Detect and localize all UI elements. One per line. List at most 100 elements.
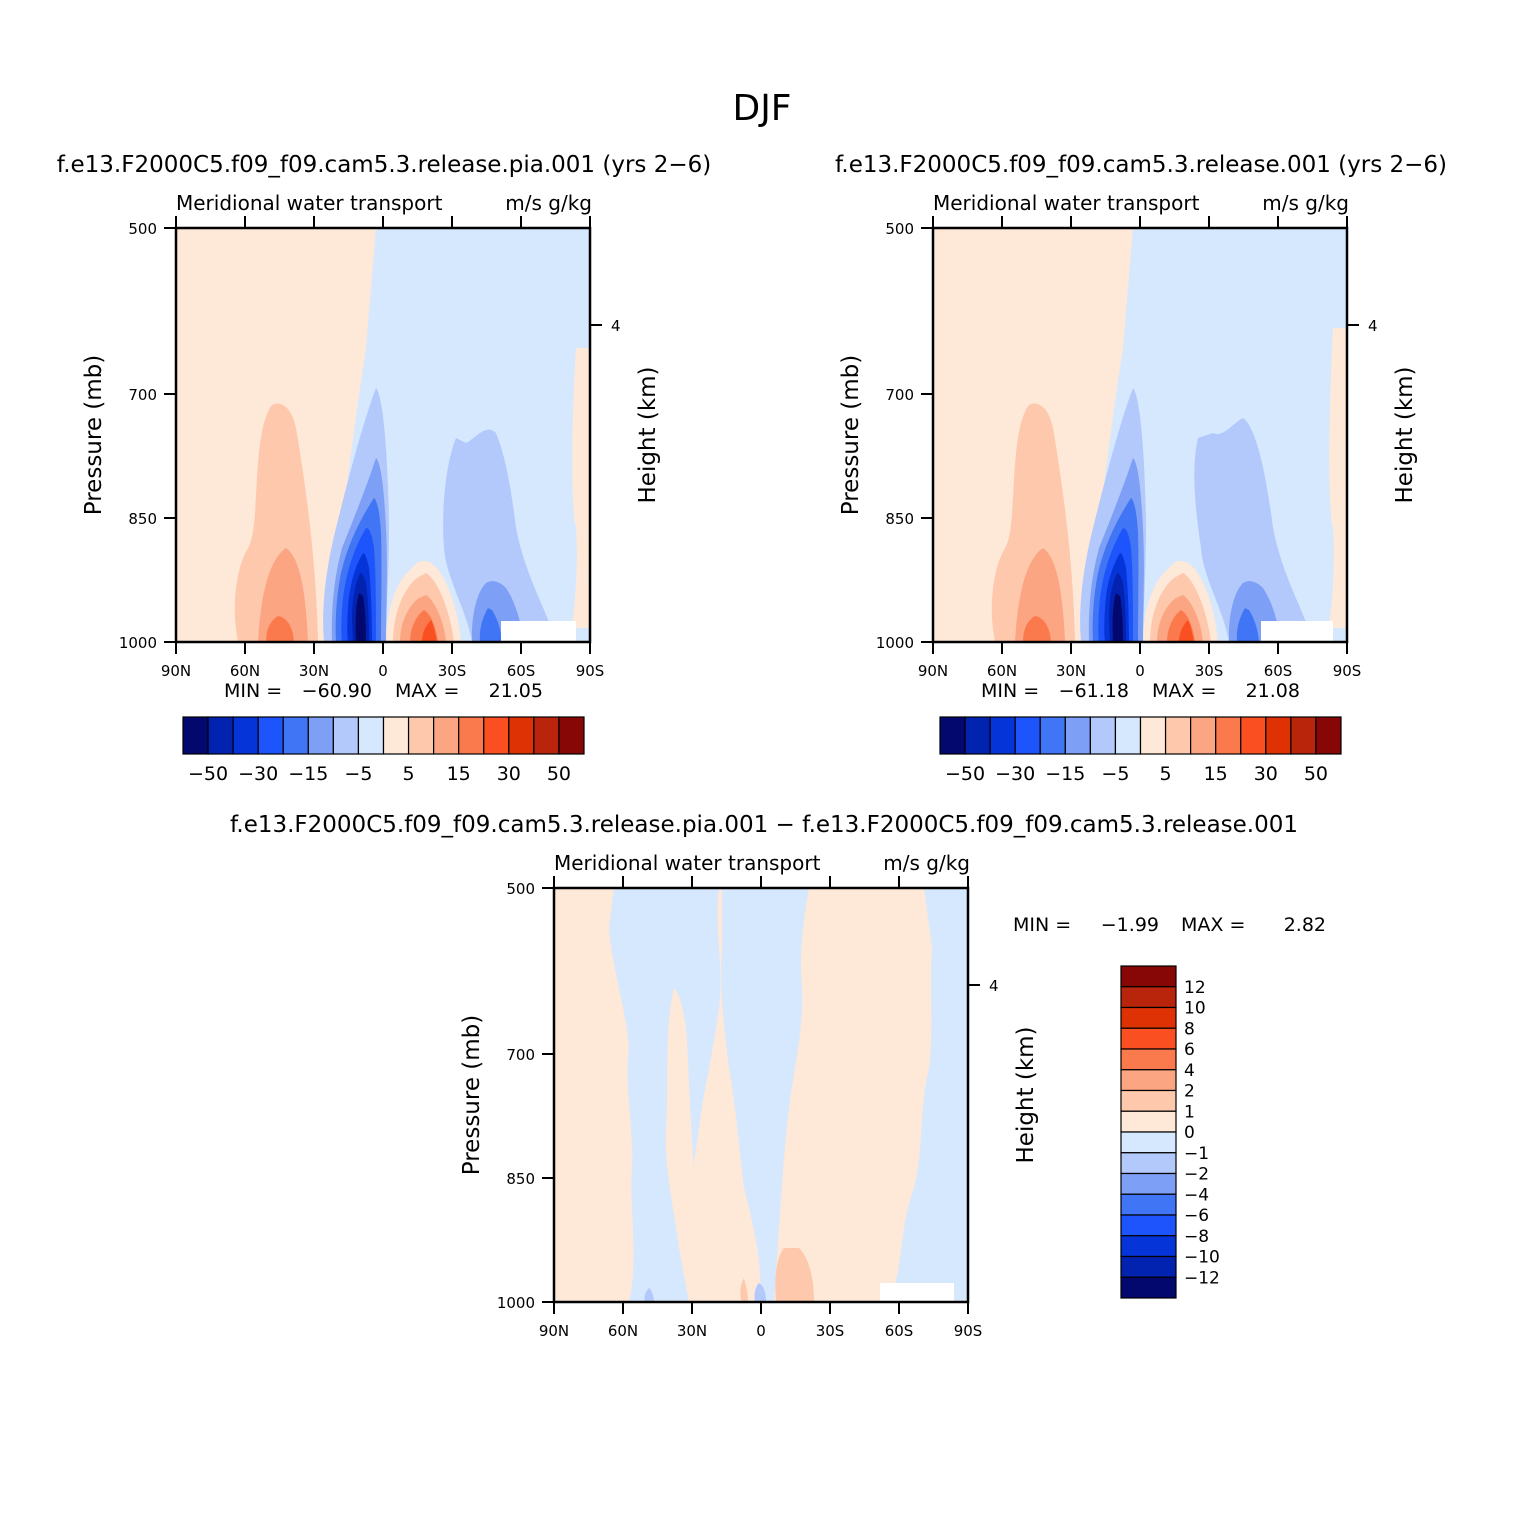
colorbar-box <box>1120 1069 1177 1092</box>
colorbar-label: −8 <box>1184 1227 1209 1247</box>
x-tick-label: 90N <box>918 662 948 680</box>
y-tick-label: 1000 <box>876 634 914 652</box>
colorbar-box <box>407 716 435 755</box>
y-axis-label: Pressure (mb) <box>838 355 864 515</box>
colorbar-box <box>1164 716 1192 755</box>
colorbar-label: −30 <box>995 763 1035 785</box>
colorbar-box <box>1064 716 1091 755</box>
colorbar-label: −10 <box>1184 1248 1220 1268</box>
y-right-axis-label: Height (km) <box>1013 1026 1039 1163</box>
colorbar-label: 5 <box>1160 763 1172 785</box>
x-tick-label: 0 <box>756 1322 766 1340</box>
y-tick-label: 1000 <box>119 634 157 652</box>
colorbar-label: −6 <box>1184 1206 1209 1226</box>
x-tick-label: 0 <box>378 662 388 680</box>
case-title: f.e13.F2000C5.f09_f09.cam5.3.release.pia… <box>230 812 1298 838</box>
colorbar-box <box>182 716 209 755</box>
colorbar-box <box>1120 1172 1177 1195</box>
colorbar-label: −15 <box>288 763 328 785</box>
colorbar-label: 12 <box>1184 978 1206 998</box>
colorbar-box <box>1290 716 1317 755</box>
max-value: 21.05 <box>489 680 543 702</box>
x-tick-label: 30N <box>1056 662 1086 680</box>
colorbar-box <box>1139 716 1167 755</box>
y-tick-label: 700 <box>128 386 157 404</box>
colorbar-label: 15 <box>447 763 471 785</box>
colorbar-label: 30 <box>497 763 521 785</box>
case-title: f.e13.F2000C5.f09_f09.cam5.3.release.001… <box>835 152 1447 178</box>
colorbar-box <box>1215 716 1242 755</box>
x-tick-label: 90S <box>954 1322 983 1340</box>
x-tick-label: 60S <box>507 662 536 680</box>
colorbar-box <box>257 716 284 755</box>
plot-left-title: Meridional water transport <box>554 851 821 875</box>
colorbar-box <box>1120 1255 1177 1278</box>
x-tick-label: 30N <box>677 1322 707 1340</box>
x-tick-label: 60N <box>987 662 1017 680</box>
x-tick-label: 90N <box>539 1322 569 1340</box>
colorbar-label: −50 <box>188 763 228 785</box>
colorbar-box <box>1120 1131 1177 1154</box>
colorbar-label: 50 <box>547 763 571 785</box>
min-label: MIN = <box>1013 914 1071 936</box>
axis-ticks <box>164 216 602 654</box>
colorbar-box <box>483 716 510 755</box>
colorbar-box <box>1120 1089 1177 1112</box>
colorbar-box <box>964 716 991 755</box>
colorbar-label: 15 <box>1204 763 1228 785</box>
y-tick-label: 500 <box>128 220 157 238</box>
min-value: −1.99 <box>1101 914 1159 936</box>
colorbar-box <box>989 716 1016 755</box>
x-tick-label: 90S <box>576 662 605 680</box>
x-tick-labels: 90N 60N 30N 0 30S 60S 90S <box>918 662 1361 680</box>
min-value: −60.90 <box>302 680 372 702</box>
colorbar-label: −50 <box>945 763 985 785</box>
colorbar-label: 10 <box>1184 999 1206 1019</box>
colorbar-box <box>1114 716 1142 755</box>
colorbar-box <box>1120 1006 1177 1029</box>
colorbar-box <box>433 716 460 755</box>
colorbar-box <box>1120 986 1177 1009</box>
colorbar-label: −12 <box>1184 1268 1220 1288</box>
colorbar-label: 2 <box>1184 1082 1195 1102</box>
x-tick-label: 60N <box>608 1322 638 1340</box>
x-tick-label: 90S <box>1333 662 1362 680</box>
y-tick-label: 1000 <box>497 1294 535 1312</box>
colorbar-box <box>1120 1152 1177 1175</box>
colorbar-box <box>458 716 485 755</box>
y-axis-label: Pressure (mb) <box>81 355 107 515</box>
y-tick-label: 850 <box>885 510 914 528</box>
min-value: −61.18 <box>1059 680 1129 702</box>
y-right-axis-label: Height (km) <box>635 366 661 503</box>
main-title: DJF <box>732 88 791 129</box>
colorbar-box <box>1315 716 1342 755</box>
x-tick-label: 30S <box>1195 662 1224 680</box>
x-tick-label: 30N <box>299 662 329 680</box>
colorbar-label: −1 <box>1184 1144 1209 1164</box>
colorbar-label: −5 <box>344 763 372 785</box>
panel-2: f.e13.F2000C5.f09_f09.cam5.3.release.001… <box>835 152 1447 785</box>
colorbar-label: 8 <box>1184 1019 1195 1039</box>
colorbar-box <box>1120 1048 1177 1071</box>
y-tick-label: 700 <box>506 1046 535 1064</box>
colorbar-label: 0 <box>1184 1123 1195 1143</box>
x-tick-label: 0 <box>1135 662 1145 680</box>
colorbar-box <box>1240 716 1267 755</box>
colorbar-label: 5 <box>403 763 415 785</box>
colorbar: −50 −30 −15 −5 5 15 30 50 <box>182 716 585 785</box>
plot-right-title: m/s g/kg <box>883 851 970 875</box>
colorbar-label: 4 <box>1184 1061 1195 1081</box>
plot-right-title: m/s g/kg <box>505 191 592 215</box>
colorbar-box <box>558 716 585 755</box>
colorbar-label: 1 <box>1184 1102 1195 1122</box>
x-tick-labels: 90N 60N 30N 0 30S 60S 90S <box>539 1322 982 1340</box>
x-tick-label: 30S <box>816 1322 845 1340</box>
colorbar-label: −5 <box>1101 763 1129 785</box>
colorbar-box <box>939 716 966 755</box>
y-right-tick-label: 4 <box>1368 317 1378 335</box>
y-axis-label: Pressure (mb) <box>459 1015 485 1175</box>
colorbar-label: 50 <box>1304 763 1328 785</box>
x-tick-labels: 90N 60N 30N 0 30S 60S 90S <box>161 662 604 680</box>
contour-field <box>554 888 968 1302</box>
